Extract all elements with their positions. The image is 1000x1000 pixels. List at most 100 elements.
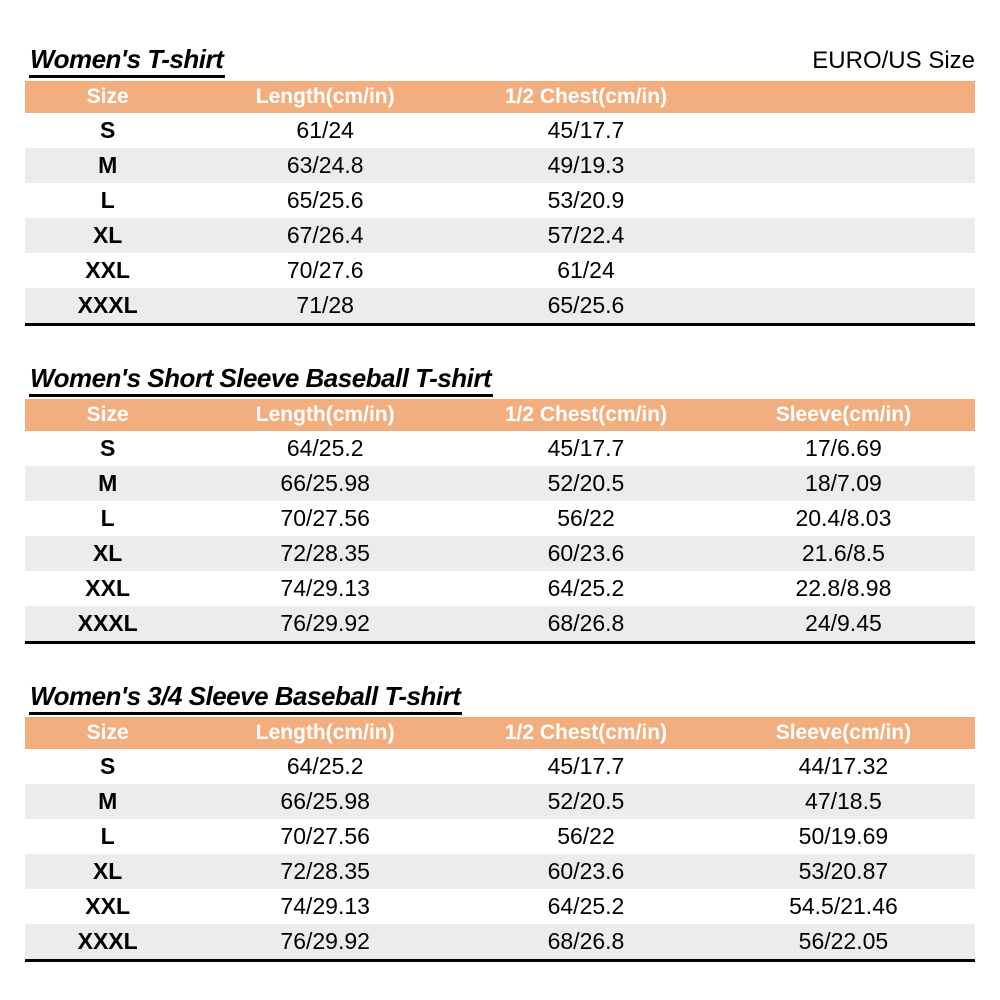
table-row: XL 72/28.35 60/23.6 21.6/8.5 — [25, 536, 975, 571]
column-header-1-2-chest-cm-in: 1/2 Chest(cm/in) — [460, 399, 712, 431]
measurement-cell: 45/17.7 — [547, 435, 625, 461]
measurement-cell: 17/6.69 — [805, 435, 882, 461]
measurement-cell: 70/27.6 — [286, 257, 364, 283]
measurement-cell: 54.5/21.46 — [789, 893, 898, 919]
size-cell: XL — [92, 540, 123, 566]
measurement-cell: 21.6/8.5 — [801, 540, 885, 566]
measurement-cell: 44/17.32 — [798, 753, 889, 779]
size-cell: XL — [92, 858, 123, 884]
table-row: S 64/25.2 45/17.7 17/6.69 — [25, 431, 975, 466]
header-row: Size Length(cm/in) 1/2 Chest(cm/in) Sleeve(… — [25, 399, 975, 431]
size-cell: L — [100, 187, 115, 213]
size-chart-table-short-sleeve: Size Length(cm/in) 1/2 Chest(cm/in) Sleeve(… — [25, 399, 975, 644]
measurement-cell: 63/24.8 — [286, 152, 364, 178]
measurement-cell — [712, 253, 975, 288]
column-header-sleeve-cm-in: Sleeve(cm/in) — [711, 399, 975, 431]
measurement-cell: 65/25.6 — [547, 292, 625, 318]
measurement-cell: 60/23.6 — [547, 858, 625, 884]
measurement-cell: 68/26.8 — [547, 928, 625, 954]
measurement-cell: 64/25.2 — [547, 893, 625, 919]
measurement-cell: 74/29.13 — [280, 893, 370, 919]
size-chart-table-womens-tshirt: Size Length(cm/in) 1/2 Chest(cm/in) S 61/24 4… — [25, 81, 975, 326]
measurement-cell: 67/26.4 — [286, 222, 364, 248]
table-row: XXXL 76/29.92 68/26.8 56/22.05 — [25, 924, 975, 961]
measurement-cell: 64/25.2 — [286, 753, 364, 779]
measurement-cell: 47/18.5 — [805, 788, 882, 814]
measurement-cell: 70/27.56 — [280, 823, 370, 849]
measurement-cell: 20.4/8.03 — [795, 505, 892, 531]
measurement-cell: 72/28.35 — [280, 858, 370, 884]
table-row: XL 67/26.4 57/22.4 — [25, 218, 975, 253]
column-header-length-cm-in: Length(cm/in) — [190, 717, 461, 749]
column-header-size: Size — [25, 399, 191, 431]
table-row: XXL 74/29.13 64/25.2 54.5/21.46 — [25, 889, 975, 924]
table-row: XXXL 71/28 65/25.6 — [25, 288, 975, 325]
header-row: Size Length(cm/in) 1/2 Chest(cm/in) Sleeve(… — [25, 717, 975, 749]
table-row: L 65/25.6 53/20.9 — [25, 183, 975, 218]
section-three-quarter-sleeve-baseball-tshirt: Women's 3/4 Sleeve Baseball T-shirt Size… — [25, 681, 975, 962]
measurement-cell: 52/20.5 — [547, 470, 625, 496]
measurement-cell: 56/22 — [557, 823, 615, 849]
size-cell: M — [98, 788, 118, 814]
measurement-cell: 60/23.6 — [547, 540, 625, 566]
measurement-cell: 66/25.98 — [280, 470, 370, 496]
size-cell: XL — [92, 222, 123, 248]
table-row: L 70/27.56 56/22 20.4/8.03 — [25, 501, 975, 536]
column-header-length-cm-in: Length(cm/in) — [190, 81, 461, 113]
measurement-cell: 76/29.92 — [280, 610, 370, 636]
measurement-cell: 64/25.2 — [286, 435, 364, 461]
measurement-cell: 56/22 — [557, 505, 615, 531]
measurement-cell: 61/24 — [296, 117, 354, 143]
column-header-1-2-chest-cm-in: 1/2 Chest(cm/in) — [460, 717, 712, 749]
size-cell: S — [99, 435, 116, 461]
table-row: XXL 70/27.6 61/24 — [25, 253, 975, 288]
header-row: Size Length(cm/in) 1/2 Chest(cm/in) — [25, 81, 975, 113]
measurement-cell: 45/17.7 — [547, 117, 625, 143]
measurement-cell: 71/28 — [296, 292, 354, 318]
measurement-cell: 45/17.7 — [547, 753, 625, 779]
size-cell: XXL — [85, 575, 131, 601]
measurement-cell — [712, 113, 975, 148]
table-title: Women's Short Sleeve Baseball T-shirt — [29, 363, 494, 397]
section-short-sleeve-baseball-tshirt: Women's Short Sleeve Baseball T-shirt Si… — [25, 363, 975, 644]
measurement-cell: 74/29.13 — [280, 575, 370, 601]
measurement-cell: 52/20.5 — [547, 788, 625, 814]
measurement-cell: 50/19.69 — [798, 823, 889, 849]
size-chart-page: Women's T-shirt EURO/US Size Size Length(… — [25, 44, 975, 962]
measurement-cell: 53/20.87 — [798, 858, 889, 884]
measurement-cell: 72/28.35 — [280, 540, 370, 566]
column-header-empty — [711, 81, 975, 113]
table-row: M 66/25.98 52/20.5 47/18.5 — [25, 784, 975, 819]
table-row: M 66/25.98 52/20.5 18/7.09 — [25, 466, 975, 501]
table-row: M 63/24.8 49/19.3 — [25, 148, 975, 183]
table-title-text: Women's 3/4 Sleeve Baseball T-shirt — [29, 681, 463, 715]
table-title: Women's T-shirt — [29, 44, 226, 78]
size-cell: M — [98, 470, 118, 496]
title-row: Women's T-shirt EURO/US Size — [25, 44, 975, 78]
table-row: L 70/27.56 56/22 50/19.69 — [25, 819, 975, 854]
measurement-cell: 49/19.3 — [547, 152, 625, 178]
measurement-cell: 22.8/8.98 — [795, 575, 892, 601]
title-row: Women's Short Sleeve Baseball T-shirt — [25, 363, 975, 397]
measurement-cell: 18/7.09 — [805, 470, 882, 496]
column-header-size: Size — [25, 717, 191, 749]
column-header-length-cm-in: Length(cm/in) — [190, 399, 461, 431]
size-chart-table-three-quarter-sleeve: Size Length(cm/in) 1/2 Chest(cm/in) Sleeve(… — [25, 717, 975, 962]
size-cell: XXXL — [77, 610, 138, 636]
title-row: Women's 3/4 Sleeve Baseball T-shirt — [25, 681, 975, 715]
table-row: XXL 74/29.13 64/25.2 22.8/8.98 — [25, 571, 975, 606]
measurement-cell: 66/25.98 — [280, 788, 370, 814]
size-cell: L — [100, 823, 115, 849]
section-womens-tshirt: Women's T-shirt EURO/US Size Size Length(… — [25, 44, 975, 326]
table-title-text: Women's T-shirt — [29, 44, 226, 78]
measurement-cell: 70/27.56 — [280, 505, 370, 531]
column-header-1-2-chest-cm-in: 1/2 Chest(cm/in) — [460, 81, 712, 113]
measurement-cell — [712, 148, 975, 183]
size-standard-label: EURO/US Size — [812, 47, 975, 74]
measurement-cell: 68/26.8 — [547, 610, 625, 636]
measurement-cell: 24/9.45 — [805, 610, 882, 636]
column-header-size: Size — [25, 81, 191, 113]
measurement-cell: 57/22.4 — [547, 222, 625, 248]
size-cell: M — [98, 152, 118, 178]
table-row: XXXL 76/29.92 68/26.8 24/9.45 — [25, 606, 975, 643]
